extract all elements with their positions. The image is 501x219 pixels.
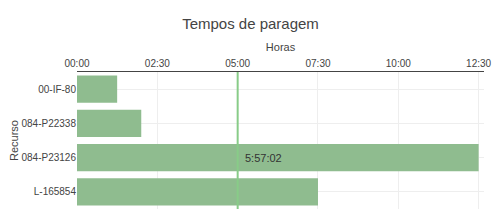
svg-text:02:30: 02:30 [145,58,170,69]
svg-text:07:30: 07:30 [305,58,330,69]
svg-text:Horas: Horas [266,41,296,53]
svg-text:084-P23126: 084-P23126 [22,152,77,163]
svg-text:00-IF-80: 00-IF-80 [38,84,76,95]
svg-text:12:30: 12:30 [466,58,491,69]
svg-text:084-P22338: 084-P22338 [22,118,77,129]
svg-text:10:00: 10:00 [386,58,411,69]
svg-text:5:57:02: 5:57:02 [245,152,282,164]
svg-text:L-165854: L-165854 [34,186,77,197]
svg-text:00:00: 00:00 [64,58,89,69]
svg-text:Tempos de paragem: Tempos de paragem [182,15,319,32]
svg-text:Recurso: Recurso [8,120,20,161]
svg-text:05:00: 05:00 [225,58,250,69]
